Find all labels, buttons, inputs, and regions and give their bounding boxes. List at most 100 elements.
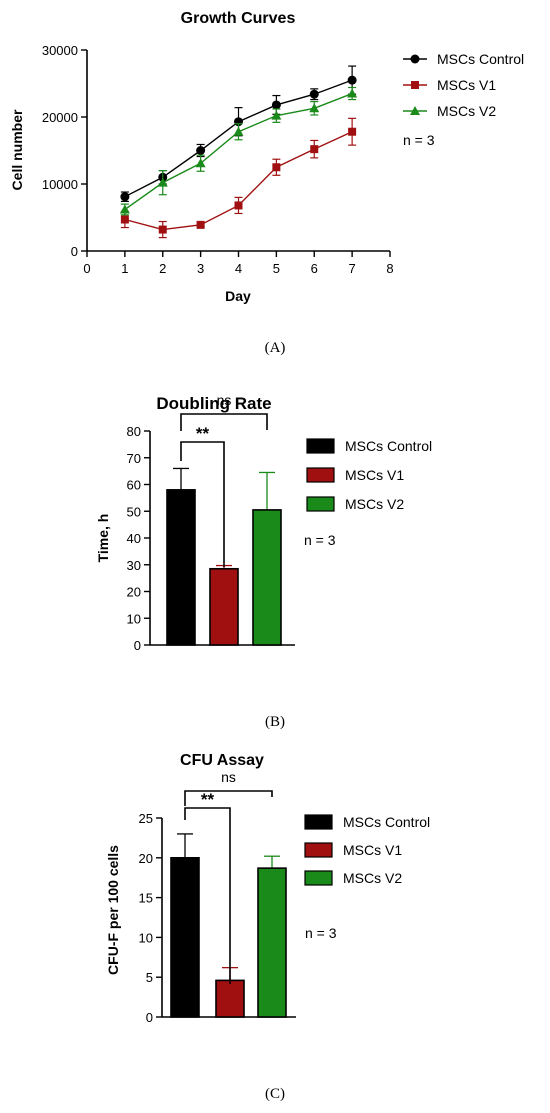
y-tick-label: 40: [127, 531, 141, 546]
chart-title: Doubling Rate: [156, 394, 271, 413]
legend-swatch: [306, 467, 335, 483]
y-tick-label: 0: [134, 638, 141, 653]
y-tick-label: 15: [139, 891, 153, 906]
legend-label: MSCs Control: [437, 51, 524, 67]
significance-label-star: **: [196, 424, 210, 443]
y-tick-label: 20: [127, 585, 141, 600]
legend-label: MSCs Control: [345, 438, 432, 454]
panel-label-c: (C): [265, 1086, 285, 1102]
significance-bracket-star: [180, 441, 225, 567]
data-point: [347, 75, 357, 85]
doubling-rate-chart: Doubling Rate 0 10 20 30 40 50 60 70 80 Time, h ns *…: [95, 392, 432, 653]
bar-0: [170, 856, 200, 1018]
panel-label-b: (B): [265, 714, 285, 730]
x-tick-label: 5: [273, 261, 280, 276]
legend-label: MSCs V2: [343, 870, 402, 886]
y-tick-label: 10: [139, 930, 153, 945]
data-point: [233, 126, 244, 136]
legend-marker: [410, 54, 420, 64]
chart-title: CFU Assay: [180, 752, 264, 769]
x-tick-label: 4: [235, 261, 242, 276]
y-axis-label: Cell number: [9, 109, 25, 190]
significance-bracket-ns: [184, 790, 273, 806]
significance-bracket-star: [184, 807, 231, 984]
chart-title: Growth Curves: [181, 10, 296, 27]
data-point: [119, 204, 130, 214]
y-tick-label: 10000: [42, 177, 78, 192]
legend-label: MSCs V1: [345, 467, 404, 483]
data-point: [195, 158, 206, 168]
y-tick-label: 25: [139, 811, 153, 826]
legend-swatch: [304, 814, 333, 830]
y-tick-label: 5: [146, 970, 153, 985]
significance-label-ns: ns: [217, 392, 232, 408]
data-point: [272, 163, 281, 172]
legend-marker: [410, 106, 420, 115]
legend-swatch: [304, 870, 333, 886]
sample-size-note: n = 3: [304, 532, 336, 548]
series-2: [119, 86, 358, 216]
legend-label: MSCs V1: [437, 77, 496, 93]
legend-label: MSCs Control: [343, 814, 430, 830]
y-tick-label: 30000: [42, 43, 78, 58]
x-tick-label: 1: [121, 261, 128, 276]
x-tick-label: 2: [159, 261, 166, 276]
bar-2: [257, 867, 287, 1018]
growth-curves-chart: Growth Curves 0 1 2 3 4 5 6 7 8 0 10000 20000 30000 Da…: [9, 10, 524, 304]
bar-0: [166, 489, 196, 646]
data-point: [234, 201, 243, 210]
data-point: [348, 127, 357, 136]
data-point: [271, 110, 282, 120]
x-axis-label: Day: [225, 288, 251, 304]
data-point: [310, 145, 319, 154]
legend-label: MSCs V2: [345, 496, 404, 512]
legend-swatch: [306, 438, 335, 454]
bar-1: [215, 979, 245, 1018]
y-tick-label: 10: [127, 611, 141, 626]
data-point: [347, 88, 358, 98]
data-point: [158, 225, 167, 234]
bar-2: [252, 509, 282, 646]
significance-label-ns: ns: [221, 769, 236, 785]
data-point: [196, 220, 205, 229]
x-tick-label: 0: [83, 261, 90, 276]
data-point: [120, 192, 130, 202]
y-tick-label: 20: [139, 851, 153, 866]
x-tick-label: 7: [349, 261, 356, 276]
y-tick-label: 0: [71, 244, 78, 259]
legend: MSCs Control MSCs V1 MSCs V2: [304, 814, 430, 886]
data-point: [157, 177, 168, 187]
legend: MSCs Control MSCs V1 MSCs V2: [403, 51, 524, 119]
x-tick-label: 6: [311, 261, 318, 276]
y-tick-label: 20000: [42, 110, 78, 125]
x-tick-label: 8: [386, 261, 393, 276]
y-tick-label: 60: [127, 478, 141, 493]
legend-swatch: [306, 496, 335, 512]
legend: MSCs Control MSCs V1 MSCs V2: [306, 438, 432, 512]
legend-marker: [411, 81, 419, 89]
significance-bracket-ns: [180, 413, 268, 431]
sample-size-note: n = 3: [403, 132, 435, 148]
data-point: [120, 215, 129, 224]
series-1: [120, 117, 357, 239]
y-axis-label: Time, h: [95, 514, 111, 563]
y-tick-label: 80: [127, 424, 141, 439]
y-tick-label: 0: [146, 1010, 153, 1025]
y-tick-label: 70: [127, 451, 141, 466]
data-point: [309, 89, 319, 99]
bar-1: [209, 567, 239, 646]
legend-label: MSCs V1: [343, 842, 402, 858]
data-point: [309, 103, 320, 113]
significance-label-star: **: [201, 790, 215, 809]
legend-swatch: [304, 842, 333, 858]
sample-size-note: n = 3: [305, 925, 337, 941]
y-axis-label: CFU-F per 100 cells: [105, 845, 121, 975]
x-tick-label: 3: [197, 261, 204, 276]
panel-label-a: (A): [265, 340, 286, 356]
cfu-assay-chart: CFU Assay 0 5 10 15 20 25 CFU-F per 100 cells ns…: [105, 752, 430, 1025]
y-tick-label: 30: [127, 558, 141, 573]
data-point: [196, 146, 206, 155]
y-tick-label: 50: [127, 504, 141, 519]
data-point: [271, 100, 281, 110]
